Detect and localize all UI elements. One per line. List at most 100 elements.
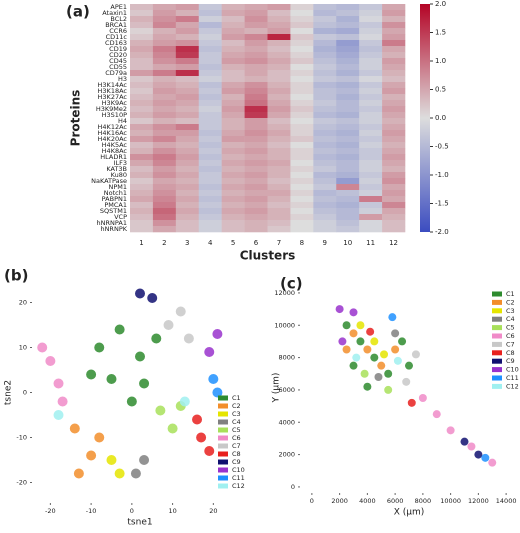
row-label: PMCA1	[104, 201, 127, 209]
point	[349, 361, 358, 370]
point	[126, 396, 137, 407]
heat-cell	[152, 4, 177, 11]
point	[114, 468, 125, 479]
heat-cell	[130, 46, 154, 53]
point	[356, 321, 365, 330]
heat-cell	[130, 154, 154, 161]
heat-cell	[130, 142, 154, 149]
heat-cell	[313, 22, 337, 29]
heat-cell	[221, 148, 245, 155]
legend-swatch	[492, 341, 502, 347]
heat-cell	[244, 82, 268, 89]
heat-cell	[267, 172, 291, 179]
heat-cell	[198, 112, 222, 119]
heat-cell	[130, 118, 154, 125]
heat-cell	[244, 46, 268, 53]
row-label: VCP	[114, 213, 127, 221]
colorbar-tick-label: 1.0	[435, 57, 446, 65]
legend-swatch	[492, 367, 502, 373]
heat-cell	[152, 130, 177, 137]
point	[384, 369, 393, 378]
legend-label: C4	[506, 315, 515, 323]
heat-cell	[382, 4, 406, 11]
heat-cell	[290, 226, 314, 233]
point	[135, 288, 145, 299]
point	[204, 446, 215, 456]
heat-cell	[267, 220, 291, 227]
heat-cell	[244, 154, 268, 161]
heat-cell	[290, 208, 314, 215]
heat-cell	[130, 220, 154, 227]
colorbar-tick-label: -1.5	[435, 200, 449, 208]
heat-cell	[382, 136, 406, 143]
point	[183, 333, 194, 344]
heat-cell	[221, 34, 245, 41]
heat-cell	[130, 16, 154, 23]
heat-cell	[313, 46, 337, 53]
point	[139, 455, 150, 465]
heat-cell	[130, 106, 154, 113]
heat-cell	[267, 184, 291, 191]
heat-cell	[198, 208, 222, 215]
heat-cell	[359, 226, 383, 233]
heat-cell	[221, 214, 245, 221]
legend-label: C8	[506, 349, 515, 357]
point	[57, 396, 68, 407]
heat-cell	[221, 124, 245, 131]
colorbar-tick-label: 0.5	[435, 86, 446, 94]
point	[366, 327, 375, 336]
heat-cell	[152, 148, 177, 155]
heat-cell	[359, 16, 383, 23]
heat-cell	[130, 166, 154, 173]
row-label: H4K8Ac	[102, 147, 128, 155]
heat-cell	[359, 202, 383, 209]
legend-label: C6	[506, 332, 515, 340]
x-tick-label: 5	[231, 239, 235, 247]
row-label: H3K14Ac	[98, 81, 128, 89]
x-tick-label: 9	[323, 239, 327, 247]
point	[460, 437, 469, 446]
heat-cell	[336, 166, 360, 173]
point	[192, 414, 203, 425]
heat-cell	[290, 214, 314, 221]
heat-cell	[130, 64, 154, 71]
point	[388, 313, 397, 322]
heat-cell	[152, 208, 177, 215]
heat-cell	[267, 214, 291, 221]
legend-swatch	[218, 435, 228, 441]
row-label: hNRNPA1	[97, 219, 127, 227]
point	[212, 329, 223, 339]
heat-cell	[313, 202, 337, 209]
heat-cell	[267, 88, 291, 95]
heat-cell	[244, 70, 268, 77]
heat-cell	[313, 136, 337, 143]
legend-label: C10	[232, 466, 245, 474]
heat-cell	[382, 10, 406, 17]
heat-cell	[198, 76, 222, 83]
heat-cell	[221, 118, 245, 125]
row-label: NPM1	[108, 183, 127, 191]
panel-label: (c)	[280, 275, 303, 293]
heat-cell	[175, 40, 200, 47]
heat-cell	[152, 106, 177, 113]
point	[349, 308, 358, 317]
legend-label: C5	[506, 324, 515, 332]
y-tick-label: -20	[16, 479, 27, 487]
heat-cell	[221, 226, 245, 233]
heat-cell	[244, 34, 268, 41]
heat-cell	[198, 10, 222, 17]
heat-cell	[152, 118, 177, 125]
y-tick-label: 8000	[278, 354, 295, 362]
y-tick-label: 2000	[278, 451, 295, 459]
heat-cell	[336, 214, 360, 221]
point	[208, 374, 219, 384]
heat-cell	[336, 112, 360, 119]
point	[338, 337, 347, 346]
heat-cell	[313, 94, 337, 101]
x-tick-label: 14000	[496, 497, 517, 505]
legend-label: C1	[232, 394, 241, 402]
point	[86, 369, 97, 380]
y-tick-label: -10	[16, 434, 27, 442]
heat-cell	[382, 172, 406, 179]
colorbar-tick-label: 1.5	[435, 29, 446, 37]
